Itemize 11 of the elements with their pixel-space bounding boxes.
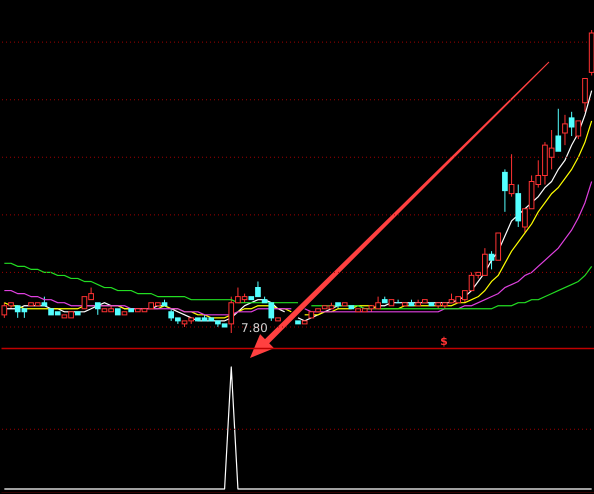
candlestick — [42, 296, 48, 306]
candlestick — [575, 120, 582, 140]
text: $ — [440, 335, 448, 348]
candlestick — [502, 168, 508, 212]
candlestick — [562, 114, 568, 146]
candlestick — [488, 250, 494, 270]
candlestick — [568, 111, 574, 137]
candlestick — [555, 108, 562, 152]
annotation: 7.80 — [241, 321, 268, 335]
candlestick — [94, 302, 101, 316]
candlestick — [508, 154, 514, 198]
